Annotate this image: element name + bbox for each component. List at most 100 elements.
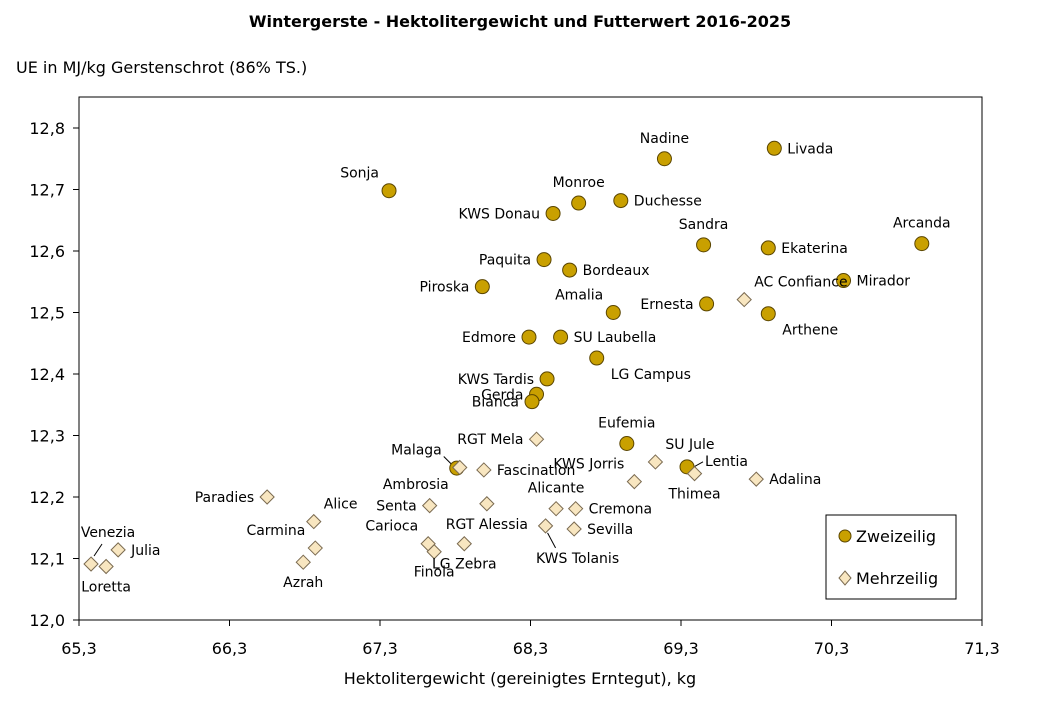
- point-label-nadine: Nadine: [640, 131, 689, 147]
- point-label-livada: Livada: [787, 141, 833, 157]
- point-kws-tolanis: [537, 518, 554, 534]
- y-tick-label: 12,8: [29, 119, 65, 138]
- point-label-arthene: Arthene: [782, 323, 838, 339]
- point-lg-zebra: [456, 536, 472, 552]
- point-fascination: [476, 462, 492, 478]
- legend-label-zweizeilig: Zweizeilig: [856, 527, 936, 546]
- point-label-julia: Julia: [130, 543, 160, 559]
- point-label-sevilla: Sevilla: [587, 522, 633, 538]
- point-label-azrah: Azrah: [283, 575, 323, 591]
- legend-marker-zweizeilig: [838, 529, 852, 543]
- point-arthene: [760, 306, 776, 322]
- point-label-edmore: Edmore: [462, 330, 516, 346]
- point-label-su-jule: SU Jule: [665, 437, 714, 453]
- leader-line-kws-tolanis: [547, 532, 556, 549]
- y-tick-label: 12,5: [29, 304, 65, 323]
- x-tick-label: 68,3: [513, 639, 549, 658]
- point-ac-confiance: [736, 291, 752, 308]
- point-azrah: [295, 554, 311, 570]
- point-label-adalina: Adalina: [769, 472, 821, 488]
- point-venezia: [83, 556, 99, 572]
- point-labels: Nadine Livada Sonja Monroe Duchesse KWS Donau…: [81, 131, 951, 596]
- y-tick-label: 12,6: [29, 242, 65, 261]
- point-sandra: [696, 237, 712, 253]
- point-alicante: [548, 500, 564, 517]
- point-label-ac-confiance: AC Confiance: [754, 275, 847, 291]
- point-sonja: [381, 183, 397, 199]
- y-tick-label: 12,2: [29, 488, 65, 507]
- point-label-alice: Alice: [324, 497, 358, 513]
- point-label-bordeaux: Bordeaux: [583, 263, 650, 279]
- point-bianca: [524, 394, 540, 410]
- leader-line-venezia: [93, 543, 103, 557]
- point-paradies: [259, 489, 275, 505]
- point-label-paquita: Paquita: [479, 253, 531, 269]
- point-label-kws-jorris: KWS Jorris: [553, 457, 624, 473]
- chart-title: Wintergerste - Hektolitergewicht und Fut…: [248, 12, 792, 31]
- legend-box: [825, 514, 957, 600]
- x-axis-label: Hektolitergewicht (gereinigtes Erntegut)…: [343, 669, 697, 688]
- point-label-malaga: Malaga: [391, 442, 442, 458]
- point-bordeaux: [562, 262, 578, 278]
- point-label-amalia: Amalia: [555, 288, 603, 304]
- leader-line-lentia: [693, 461, 704, 468]
- x-tick-label: 70,3: [814, 639, 850, 658]
- y-tick-label: 12,1: [29, 550, 65, 569]
- y-tick-label: 12,0: [29, 611, 65, 630]
- point-label-ekaterina: Ekaterina: [781, 241, 848, 257]
- point-label-lg-campus: LG Campus: [611, 367, 691, 383]
- point-amalia: [605, 305, 621, 320]
- point-label-paradies: Paradies: [195, 490, 254, 506]
- point-label-alicante: Alicante: [528, 481, 585, 497]
- point-cremona: [567, 500, 584, 517]
- point-duchesse: [613, 193, 629, 209]
- legend: Zweizeilig Mehrzeilig: [825, 514, 957, 600]
- point-label-monroe: Monroe: [553, 175, 605, 191]
- y-axis-label: UE in MJ/kg Gerstenschrot (86% TS.): [16, 58, 308, 77]
- point-label-mirador: Mirador: [857, 274, 911, 290]
- point-paquita: [536, 252, 552, 268]
- point-finola: [426, 544, 442, 560]
- point-alice: [306, 513, 322, 530]
- point-label-ernesta: Ernesta: [640, 297, 693, 313]
- legend-marker-mehrzeilig: [838, 570, 852, 586]
- point-livada: [766, 140, 782, 156]
- point-label-kws-tardis: KWS Tardis: [458, 372, 534, 388]
- point-label-eufemia: Eufemia: [598, 415, 655, 431]
- point-label-carmina: Carmina: [246, 523, 305, 539]
- point-label-gerda: Gerda: [481, 387, 523, 403]
- point-label-thimea: Thimea: [667, 487, 720, 503]
- point-label-venezia: Venezia: [81, 525, 135, 541]
- point-senta: [421, 497, 438, 514]
- axis-ticks: 65,3 66,3 67,3 68,3 69,3 70,3 71,3 12,0 12,1 12,2…: [29, 119, 999, 658]
- y-tick-label: 12,4: [29, 365, 65, 384]
- point-julia: [110, 542, 126, 558]
- x-tick-label: 65,3: [61, 639, 97, 658]
- point-arcanda: [914, 236, 930, 252]
- point-label-ambrosia: Ambrosia: [383, 477, 449, 493]
- point-ernesta: [699, 296, 715, 312]
- point-label-su-laubella: SU Laubella: [574, 330, 657, 346]
- point-mirador: [836, 273, 852, 289]
- legend-label-mehrzeilig: Mehrzeilig: [856, 569, 938, 588]
- point-ekaterina: [760, 240, 776, 256]
- point-lg-campus: [589, 350, 605, 366]
- point-label-duchesse: Duchesse: [634, 194, 702, 210]
- point-label-kws-donau: KWS Donau: [459, 206, 541, 222]
- point-label-senta: Senta: [376, 499, 416, 515]
- point-label-kws-tolanis: KWS Tolanis: [536, 551, 619, 567]
- point-su-laubella: [553, 329, 569, 345]
- point-carmina: [307, 540, 323, 556]
- point-monroe: [571, 195, 587, 211]
- point-loretta: [98, 558, 114, 575]
- point-thimea: [686, 465, 703, 482]
- point-label-rgt-alessia: RGT Alessia: [446, 517, 528, 533]
- point-label-carioca: Carioca: [365, 519, 418, 535]
- y-tick-label: 12,3: [29, 427, 65, 446]
- point-su-jule: [647, 454, 664, 470]
- point-label-piroska: Piroska: [420, 280, 470, 296]
- point-label-loretta: Loretta: [81, 579, 131, 595]
- point-label-fascination: Fascination: [497, 463, 575, 479]
- point-label-rgt-mela: RGT Mela: [457, 432, 523, 448]
